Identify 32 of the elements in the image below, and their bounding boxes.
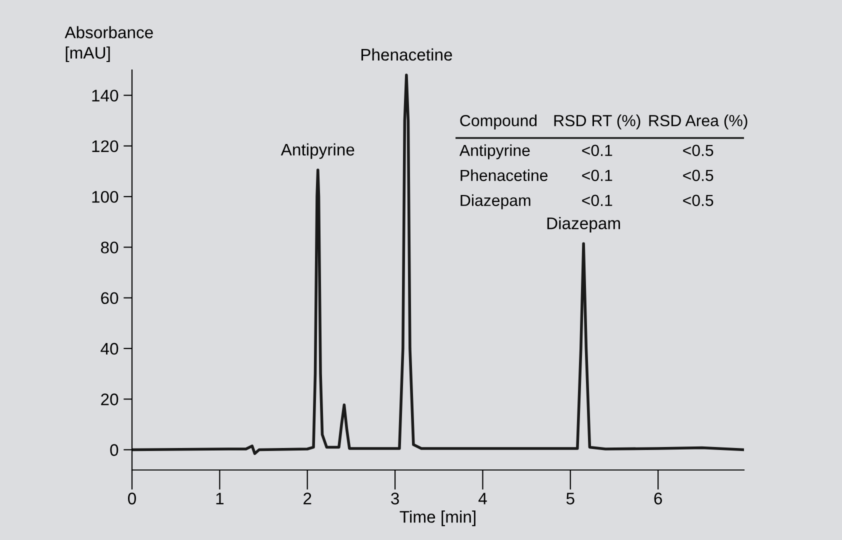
- annotation: Antipyrine: [280, 143, 354, 159]
- annotation: <0.1: [582, 144, 612, 156]
- x-tick-label: 1: [216, 492, 224, 504]
- annotation: RSD RT (%): [554, 114, 640, 130]
- x-tick-label: 3: [391, 492, 399, 504]
- y-tick-label: 120: [92, 140, 118, 152]
- annotation: <0.1: [582, 170, 612, 182]
- x-tick-label: 6: [654, 492, 662, 504]
- annotation: <0.5: [683, 170, 714, 182]
- x-tick-label: 2: [304, 492, 312, 504]
- y-tick-label: 20: [101, 394, 118, 406]
- annotation: Diazepam: [460, 194, 530, 210]
- x-axis-title: Time [min]: [400, 510, 476, 526]
- x-tick-label: 5: [566, 492, 574, 504]
- annotation: Diazepam: [547, 217, 620, 233]
- annotation: <0.5: [683, 194, 714, 206]
- y-tick-label: 80: [100, 242, 118, 254]
- annotation: RSD Area (%): [649, 114, 748, 130]
- annotation: Phenacetine: [361, 48, 452, 61]
- x-tick-label: 4: [478, 492, 487, 504]
- y-tick-label: 0: [110, 444, 118, 456]
- y-tick-label: 100: [92, 190, 118, 203]
- annotation: Antipyrine: [459, 144, 530, 160]
- y-axis-title: Absorbance [mAU]: [64, 26, 153, 62]
- y-tick-label: 40: [100, 342, 118, 355]
- annotation: <0.5: [683, 144, 714, 156]
- y-tick-label: 140: [92, 90, 118, 102]
- annotation: <0.1: [582, 194, 612, 206]
- annotation: Phenacetine: [460, 169, 548, 182]
- y-tick-label: 60: [101, 292, 118, 304]
- x-tick-label: 0: [128, 492, 136, 504]
- annotation: Compound: [460, 114, 537, 130]
